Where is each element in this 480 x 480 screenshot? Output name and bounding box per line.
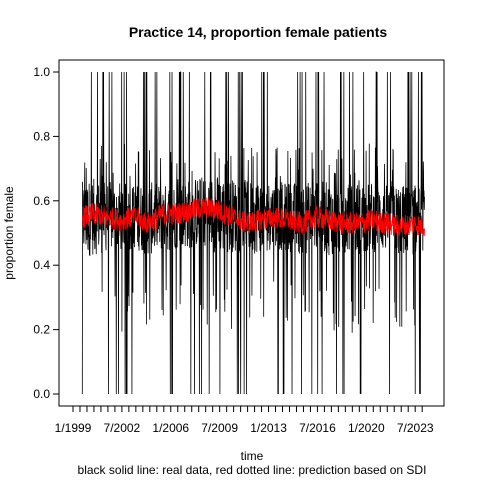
x-tick-label: 1/2006 xyxy=(152,421,189,435)
y-tick-label: 0.6 xyxy=(33,194,50,208)
series-black-real-data xyxy=(81,71,425,395)
x-tick-label: 7/2009 xyxy=(201,421,238,435)
real-data-line xyxy=(81,71,425,395)
y-axis: 0.0 0.2 0.4 0.6 0.8 1.0 xyxy=(33,65,59,401)
prediction-line xyxy=(82,197,425,237)
series-red-prediction xyxy=(82,197,425,237)
x-tick-label: 1/1999 xyxy=(55,421,92,435)
y-tick-label: 0.8 xyxy=(33,129,50,143)
chart-caption: black solid line: real data, red dotted … xyxy=(78,463,427,477)
x-tick-label: 1/2013 xyxy=(250,421,287,435)
y-axis-label: proportion female xyxy=(2,186,16,280)
x-tick-label: 1/2020 xyxy=(348,421,385,435)
y-tick-label: 0.2 xyxy=(33,323,50,337)
x-tick-label: 7/2002 xyxy=(104,421,141,435)
chart-title: Practice 14, proportion female patients xyxy=(129,24,388,40)
x-axis-label: time xyxy=(241,449,264,463)
y-tick-label: 0.4 xyxy=(33,258,50,272)
y-tick-label: 1.0 xyxy=(33,65,50,79)
y-tick-label: 0.0 xyxy=(33,387,50,401)
x-tick-label: 7/2016 xyxy=(299,421,336,435)
x-axis: 1/1999 7/2002 1/2006 7/2009 1/2013 7/2016 1/20… xyxy=(55,405,434,435)
x-tick-label: 7/2023 xyxy=(397,421,434,435)
